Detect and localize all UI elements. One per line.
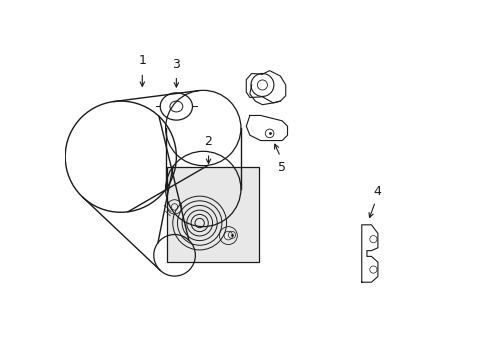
- Bar: [167, 167, 258, 262]
- Text: 2: 2: [204, 135, 212, 148]
- Text: 4: 4: [372, 185, 380, 198]
- Text: 5: 5: [278, 161, 285, 174]
- Bar: [167, 167, 258, 262]
- Text: 3: 3: [172, 58, 180, 71]
- Text: 1: 1: [138, 54, 146, 67]
